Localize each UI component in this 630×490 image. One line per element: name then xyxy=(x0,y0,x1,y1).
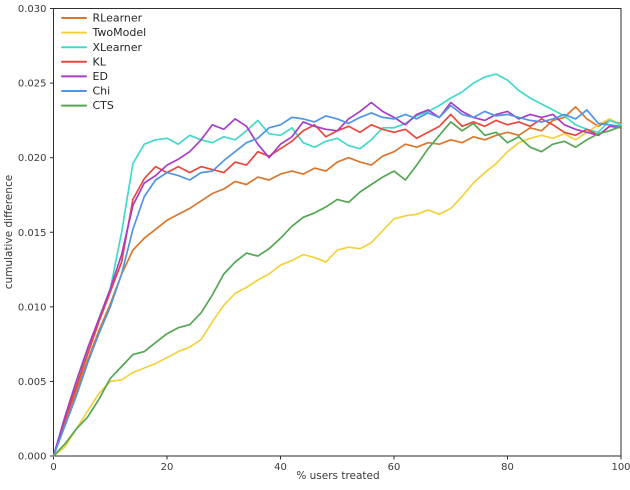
y-axis-label: cumulative difference xyxy=(3,174,15,290)
x-tick-label: 60 xyxy=(388,462,401,473)
series-line-chi xyxy=(52,104,622,457)
x-tick-label: 40 xyxy=(274,462,287,473)
y-tick-label: 0.015 xyxy=(18,228,47,239)
legend-label-cts: CTS xyxy=(93,99,114,112)
y-tick-label: 0.000 xyxy=(18,452,47,463)
legend-label-kl: KL xyxy=(93,55,107,68)
series-line-ed xyxy=(52,101,622,457)
y-tick-label: 0.010 xyxy=(18,302,47,313)
x-axis-label: % users treated xyxy=(296,470,380,482)
legend-label-rlearner: RLearner xyxy=(93,12,143,25)
x-tick-label: 100 xyxy=(611,462,630,473)
series-line-cts xyxy=(52,121,622,457)
y-tick-label: 0.030 xyxy=(18,4,47,15)
series-line-twomodel xyxy=(52,118,622,457)
series-line-xlearner xyxy=(52,73,622,457)
series-line-rlearner xyxy=(52,106,622,457)
x-tick-label: 80 xyxy=(501,462,514,473)
legend-label-ed: ED xyxy=(93,70,108,83)
y-tick-label: 0.020 xyxy=(18,153,47,164)
plot-border xyxy=(53,8,622,457)
x-tick-label: 0 xyxy=(50,462,56,473)
y-tick-label: 0.025 xyxy=(18,79,47,90)
series-line-kl xyxy=(52,113,622,457)
x-tick-label: 20 xyxy=(161,462,174,473)
legend-label-chi: Chi xyxy=(93,85,111,98)
legend-label-twomodel: TwoModel xyxy=(92,26,147,39)
legend-label-xlearner: XLearner xyxy=(93,41,143,54)
y-tick-label: 0.005 xyxy=(18,377,47,388)
